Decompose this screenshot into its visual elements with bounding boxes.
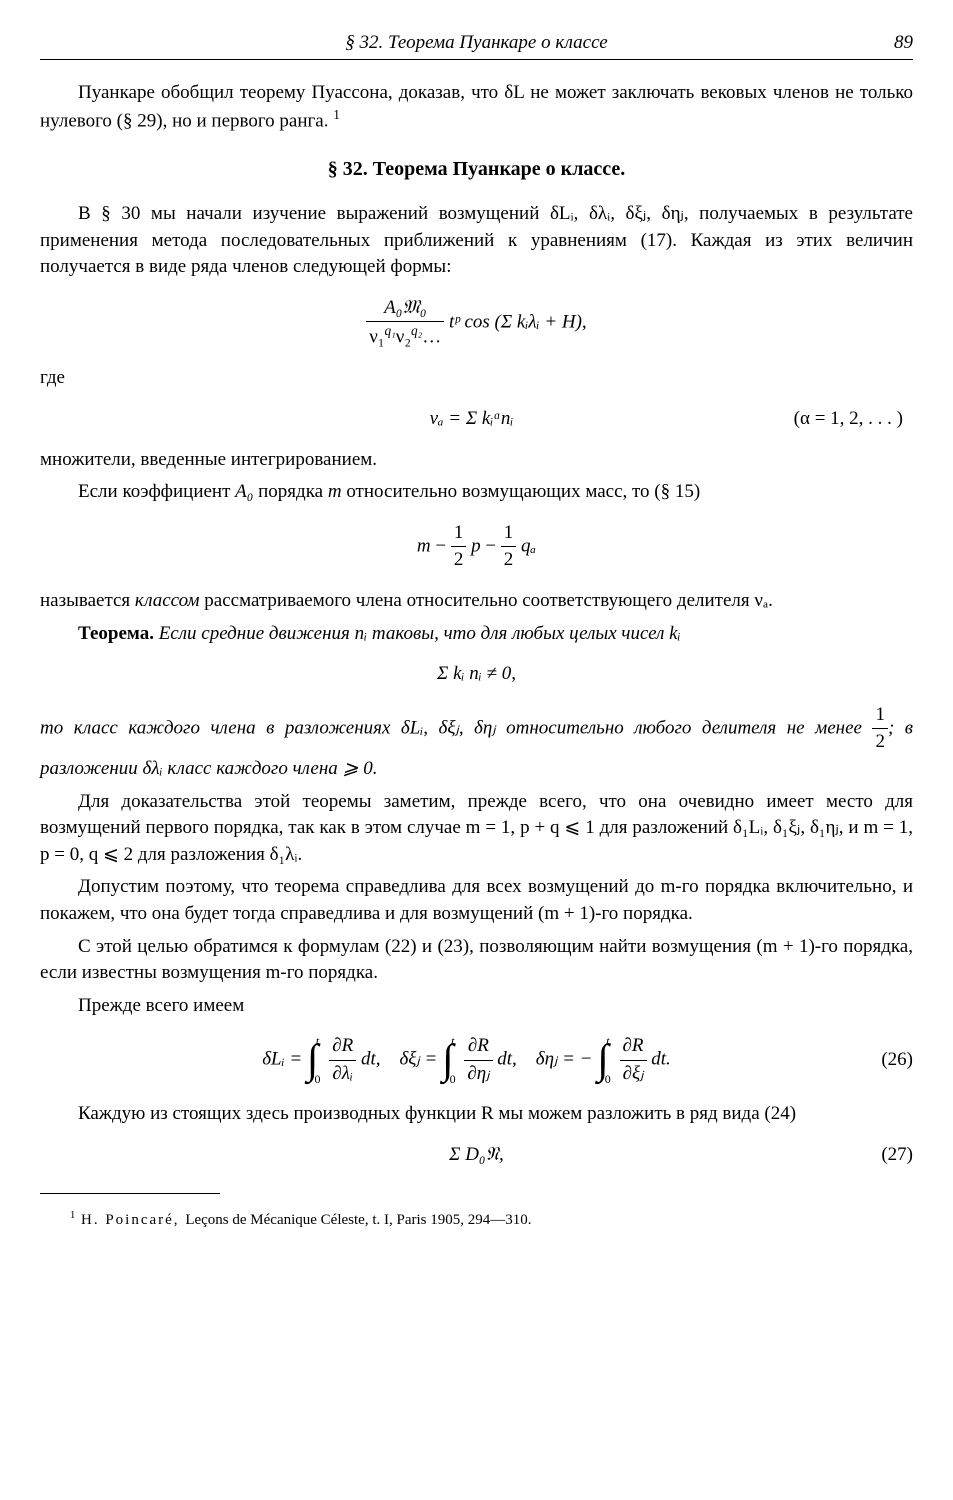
paragraph-1: В § 30 мы начали изучение выражений возм…: [40, 201, 913, 281]
where-label: где: [40, 365, 913, 392]
formula-6: Σ D₀𝔑, (27): [40, 1142, 913, 1169]
footnote-separator: [40, 1193, 220, 1194]
footnote: 1 H. Poincaré, Leçons de Mécanique Céles…: [40, 1209, 913, 1231]
intro-paragraph: Пуанкаре обобщил теорему Пуассона, доказ…: [40, 80, 913, 136]
paragraph-2: множители, введенные интегрированием.: [40, 447, 913, 474]
footnote-marker: 1: [333, 107, 340, 122]
paragraph-4: называется классом рассматриваемого член…: [40, 588, 913, 615]
formula-2: νₐ = Σ kᵢᵅnᵢ (α = 1, 2, . . . ): [40, 406, 913, 433]
section-title: § 32. Теорема Пуанкаре о классе.: [40, 155, 913, 183]
formula-1: A₀𝔐₀ ν₁q₁ν₂q₂… tᵖ cos (Σ kᵢλᵢ + H),: [40, 295, 913, 352]
formula-5: δLᵢ = ∫ t0 ∂R∂λᵢ dt, δξⱼ = ∫ t0 ∂R∂ηⱼ dt…: [40, 1033, 913, 1087]
paragraph-8: Прежде всего имеем: [40, 993, 913, 1020]
paragraph-5: Для доказательства этой теоремы заметим,…: [40, 789, 913, 869]
theorem-statement: Теорема. Если средние движения nᵢ таковы…: [40, 621, 913, 648]
paragraph-9: Каждую из стоящих здесь производных функ…: [40, 1101, 913, 1128]
formula-4: Σ kᵢ nᵢ ≠ 0,: [40, 661, 913, 688]
page-number: 89: [873, 30, 913, 57]
intro-text: Пуанкаре обобщил теорему Пуассона, доказ…: [40, 82, 913, 132]
page-header: § 32. Теорема Пуанкаре о классе 89: [40, 30, 913, 60]
formula-3: m − 12 p − 12 qₐ: [40, 520, 913, 574]
paragraph-3: Если коэффициент A₀ порядка m относитель…: [40, 479, 913, 506]
paragraph-7: С этой целью обратимся к формулам (22) и…: [40, 934, 913, 987]
paragraph-6: Допустим поэтому, что теорема справедлив…: [40, 874, 913, 927]
theorem-continuation: то класс каждого члена в разложениях δLᵢ…: [40, 702, 913, 783]
header-section: § 32. Теорема Пуанкаре о классе: [80, 30, 873, 57]
